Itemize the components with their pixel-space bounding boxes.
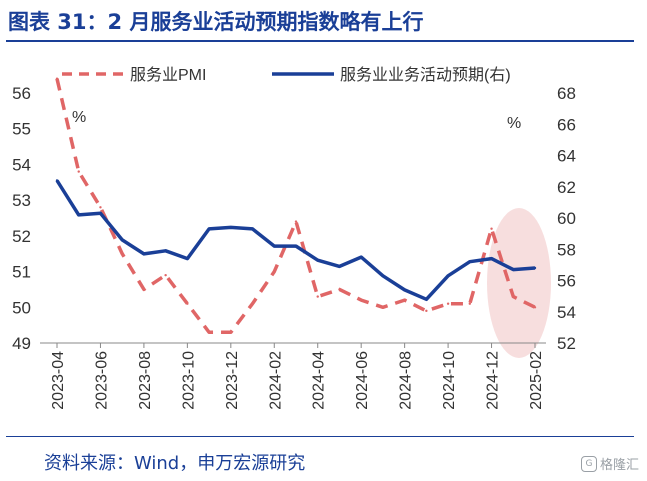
chart-title: 图表 31：2 月服务业活动预期指数略有上行 bbox=[8, 10, 424, 34]
left-axis-unit: % bbox=[72, 109, 86, 126]
expectation-point bbox=[490, 257, 493, 260]
pmi-point bbox=[294, 220, 298, 223]
watermark-text: 格隆汇 bbox=[599, 458, 639, 473]
expectation-point bbox=[120, 238, 124, 242]
pmi-point bbox=[338, 288, 341, 291]
pmi-point bbox=[381, 306, 385, 309]
pmi-point bbox=[425, 309, 428, 313]
right-tick-label: 64 bbox=[557, 147, 576, 166]
pmi-point bbox=[55, 77, 59, 80]
pmi-point bbox=[533, 306, 537, 309]
title-rule bbox=[6, 40, 634, 42]
expectation-point bbox=[273, 244, 276, 248]
expectation-point bbox=[338, 265, 341, 268]
watermark: G 格隆汇 bbox=[580, 454, 639, 473]
x-tick-label: 2023-06 bbox=[93, 351, 110, 410]
expectation-point bbox=[533, 266, 537, 270]
left-tick-label: 52 bbox=[12, 227, 31, 246]
pmi-point bbox=[359, 298, 363, 302]
expectation-point bbox=[229, 226, 233, 229]
pmi-point bbox=[251, 302, 254, 305]
right-tick-label: 66 bbox=[557, 115, 576, 134]
pmi-point bbox=[164, 273, 167, 277]
left-tick-label: 54 bbox=[12, 155, 31, 174]
source-rule bbox=[6, 436, 634, 437]
expectation-point bbox=[316, 258, 319, 262]
expectation-point bbox=[381, 274, 385, 278]
series-line-pmi bbox=[55, 78, 536, 335]
expectation-point bbox=[77, 213, 80, 217]
x-tick-label: 2023-12 bbox=[224, 351, 241, 410]
pmi-point bbox=[142, 288, 146, 291]
expectation-point bbox=[403, 288, 406, 292]
pmi-point bbox=[207, 331, 211, 334]
x-tick-label: 2023-04 bbox=[50, 351, 67, 410]
pmi-point bbox=[468, 302, 472, 305]
expectation-point bbox=[186, 257, 189, 260]
watermark-logo-icon: G bbox=[580, 455, 597, 472]
legend-pmi-label: 服务业PMI bbox=[130, 66, 206, 84]
x-tick-label: 2025-02 bbox=[528, 351, 545, 410]
expectation-point bbox=[446, 274, 450, 278]
right-tick-label: 60 bbox=[557, 209, 576, 228]
pmi-point bbox=[316, 295, 319, 298]
expectation-point bbox=[425, 298, 428, 301]
pmi-point bbox=[77, 170, 80, 173]
source-note: 资料来源：Wind，申万宏源研究 bbox=[44, 453, 306, 474]
right-tick-label: 68 bbox=[557, 84, 576, 103]
pmi-point bbox=[99, 206, 102, 209]
series-line-expectation bbox=[55, 179, 536, 302]
x-tick-label: 2024-04 bbox=[311, 351, 328, 410]
expectation-point bbox=[164, 249, 167, 253]
pmi-point bbox=[446, 302, 450, 305]
legend-expect-label: 服务业业务活动预期(右) bbox=[340, 66, 511, 84]
x-tick-label: 2024-06 bbox=[354, 351, 371, 410]
x-tick-label: 2024-02 bbox=[267, 351, 284, 410]
right-tick-label: 58 bbox=[557, 240, 576, 259]
right-tick-label: 54 bbox=[557, 303, 576, 322]
legend: 服务业PMI 服务业业务活动预期(右) bbox=[62, 66, 511, 84]
right-axis-unit: % bbox=[507, 115, 521, 132]
expectation-point bbox=[359, 255, 363, 259]
expectation-point bbox=[251, 227, 254, 231]
expectation-point bbox=[512, 268, 515, 271]
expectation-point bbox=[207, 227, 211, 231]
right-tick-label: 52 bbox=[557, 334, 576, 353]
x-tick-label: 2024-12 bbox=[485, 351, 502, 410]
pmi-point bbox=[512, 295, 515, 298]
pmi-point bbox=[403, 298, 406, 302]
right-tick-label: 62 bbox=[557, 178, 576, 197]
expectation-point bbox=[99, 212, 102, 215]
left-tick-label: 49 bbox=[12, 334, 31, 353]
expectation-point bbox=[294, 244, 298, 248]
pmi-point bbox=[120, 252, 124, 255]
expectation-point bbox=[142, 252, 146, 256]
left-tick-label: 51 bbox=[12, 263, 31, 282]
right-tick-label: 56 bbox=[557, 272, 576, 291]
x-tick-label: 2023-10 bbox=[180, 351, 197, 410]
highlight-ellipse bbox=[487, 208, 551, 358]
x-tick-label: 2023-08 bbox=[137, 351, 154, 410]
left-tick-label: 53 bbox=[12, 191, 31, 210]
expectation-point bbox=[468, 260, 472, 263]
pmi-point bbox=[229, 331, 233, 334]
left-tick-label: 55 bbox=[12, 120, 31, 139]
pmi-point bbox=[490, 227, 493, 230]
x-tick-label: 2024-08 bbox=[398, 351, 415, 410]
pmi-point bbox=[273, 270, 276, 273]
expectation-point bbox=[55, 179, 59, 182]
left-tick-label: 50 bbox=[12, 298, 31, 317]
left-tick-label: 56 bbox=[12, 84, 31, 103]
pmi-point bbox=[186, 302, 189, 305]
x-tick-label: 2024-10 bbox=[441, 351, 458, 410]
